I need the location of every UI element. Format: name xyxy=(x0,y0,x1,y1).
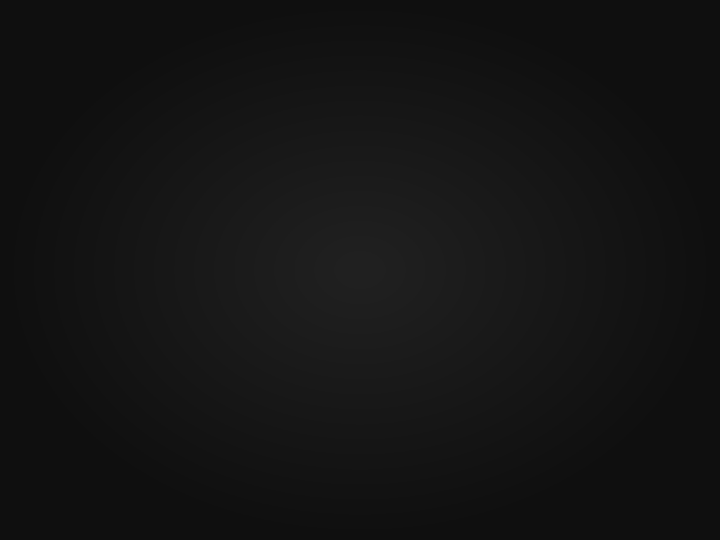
Text: ☺ Find etiology - TTP, ITP, HIT, DIC,
hemodilution        after massive blood
tr: ☺ Find etiology - TTP, ITP, HIT, DIC, he… xyxy=(40,108,449,181)
Text: ☺ If Platelets < 100.000 and EBL = 1-2 TBV -
           transfusion more likely
: ☺ If Platelets < 100.000 and EBL = 1-2 T… xyxy=(40,402,527,499)
Text: Platelets:: Platelets: xyxy=(278,35,442,64)
Text: ☺ In certain hospitals platelet function test is
available: ☺ In certain hospitals platelet function… xyxy=(40,302,531,349)
Text: ☺ Consider transfusion if Platelets < 50.000: ☺ Consider transfusion if Platelets < 50… xyxy=(40,230,518,249)
